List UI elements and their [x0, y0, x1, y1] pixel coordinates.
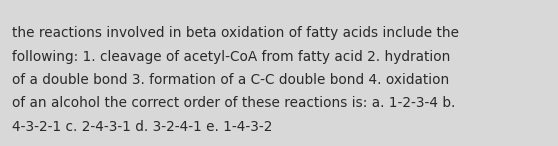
Text: the reactions involved in beta oxidation of fatty acids include the: the reactions involved in beta oxidation… [12, 26, 459, 40]
Text: of a double bond 3. formation of a C-C double bond 4. oxidation: of a double bond 3. formation of a C-C d… [12, 73, 450, 87]
Text: of an alcohol the correct order of these reactions is: a. 1-2-3-4 b.: of an alcohol the correct order of these… [12, 96, 456, 110]
Text: 4-3-2-1 c. 2-4-3-1 d. 3-2-4-1 e. 1-4-3-2: 4-3-2-1 c. 2-4-3-1 d. 3-2-4-1 e. 1-4-3-2 [12, 120, 273, 134]
Text: following: 1. cleavage of acetyl-CoA from fatty acid 2. hydration: following: 1. cleavage of acetyl-CoA fro… [12, 50, 451, 64]
